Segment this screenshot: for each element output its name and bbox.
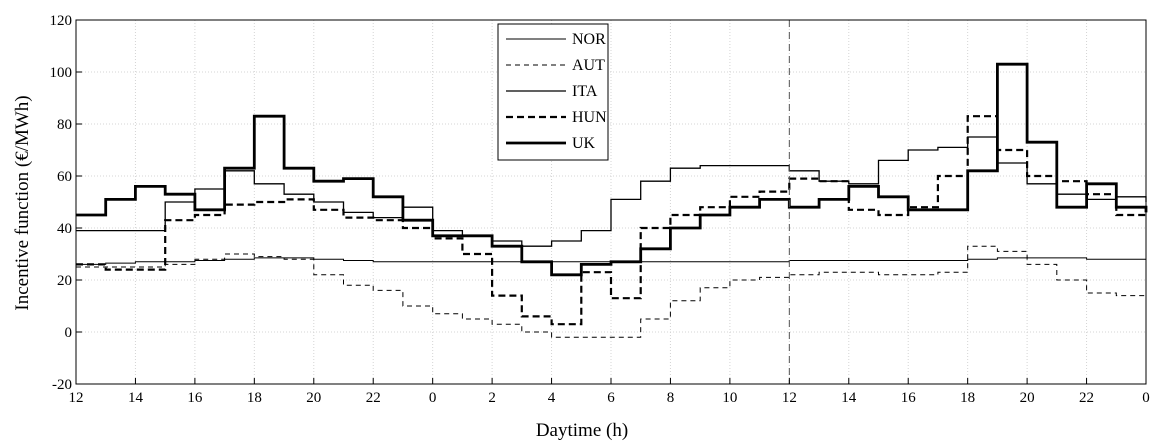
y-tick-label: 80 bbox=[57, 117, 72, 133]
y-tick-label: 100 bbox=[50, 65, 73, 81]
y-tick-label: 40 bbox=[57, 221, 72, 237]
legend-label-nor: NOR bbox=[572, 31, 606, 48]
x-tick-label: 6 bbox=[607, 390, 615, 406]
x-tick-label: 16 bbox=[901, 390, 917, 406]
x-tick-label: 18 bbox=[247, 390, 262, 406]
series-line-uk bbox=[76, 62, 1148, 277]
x-tick-label: 22 bbox=[1079, 390, 1094, 406]
x-tick-label: 2 bbox=[488, 390, 496, 406]
x-tick-label: 14 bbox=[128, 390, 144, 406]
legend: NOR AUT ITA HUN UK bbox=[497, 23, 609, 161]
y-tick-label: 120 bbox=[50, 13, 73, 29]
x-tick-label: 20 bbox=[306, 390, 321, 406]
x-tick-label: 12 bbox=[69, 390, 84, 406]
x-tick-label: 10 bbox=[722, 390, 737, 406]
axes: -20 0 20 40 60 80 100 120 12 14 16 18 20 22 0 2 4 6 8 10 12 1… bbox=[50, 13, 1150, 406]
series-line-nor bbox=[76, 257, 1147, 265]
x-tick-label: 14 bbox=[841, 390, 857, 406]
x-axis-title: Daytime (h) bbox=[536, 420, 628, 441]
plot-frame bbox=[75, 19, 1147, 385]
x-tick-label: 8 bbox=[667, 390, 675, 406]
legend-label-ita: ITA bbox=[572, 83, 598, 100]
x-tick-label: 0 bbox=[1142, 390, 1150, 406]
legend-label-uk: UK bbox=[572, 135, 596, 152]
legend-box bbox=[497, 23, 609, 161]
x-tick-label: 16 bbox=[187, 390, 203, 406]
series-lines bbox=[76, 62, 1148, 338]
legend-label-hun: HUN bbox=[572, 109, 607, 126]
x-tick-label: 20 bbox=[1020, 390, 1035, 406]
y-tick-label: -20 bbox=[52, 377, 72, 393]
y-tick-label: 20 bbox=[57, 273, 72, 289]
y-tick-label: 0 bbox=[65, 325, 73, 341]
series-line-aut bbox=[76, 245, 1147, 338]
x-tick-label: 12 bbox=[782, 390, 797, 406]
x-tick-label: 0 bbox=[429, 390, 437, 406]
series-line-hun bbox=[76, 115, 1148, 326]
x-tick-label: 4 bbox=[548, 390, 556, 406]
x-tick-label: 22 bbox=[366, 390, 381, 406]
y-axis-title: Incentive function (€/MWh) bbox=[12, 95, 33, 310]
y-tick-label: 60 bbox=[57, 169, 72, 185]
series-line-ita bbox=[76, 136, 1147, 247]
x-tick-label: 18 bbox=[960, 390, 975, 406]
legend-label-aut: AUT bbox=[572, 57, 605, 74]
